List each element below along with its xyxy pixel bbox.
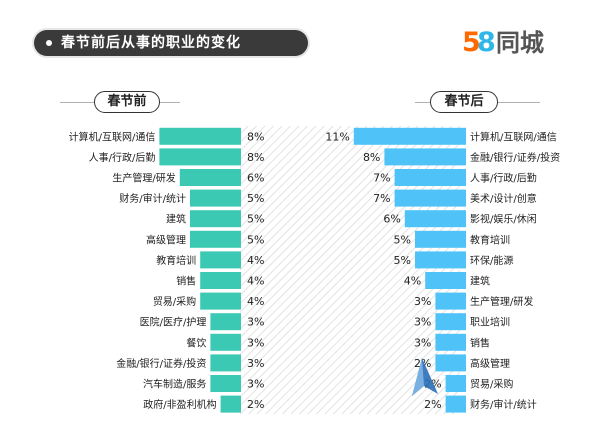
bullet-dot-icon — [46, 40, 52, 46]
after-value-label: 4% — [404, 275, 421, 288]
after-panel-bars: 11% 计算机/互联网/通信 8% 金融/银行/证券/投资 7% 人事/行政/后勤 7% 美术… — [325, 127, 560, 413]
after-bar — [404, 210, 466, 228]
before-category-label: 医院/医疗/护理 — [140, 316, 207, 329]
before-value-label: 3% — [247, 316, 264, 329]
chart-title: 春节前后从事的职业的变化 — [61, 35, 241, 51]
after-value-label: 7% — [373, 192, 390, 205]
before-category-label: 生产管理/研发 — [112, 172, 175, 185]
before-bar — [159, 127, 241, 145]
before-bar — [200, 251, 241, 269]
before-category-label: 人事/行政/后勤 — [89, 151, 156, 164]
before-bar — [220, 395, 241, 413]
before-category-label: 高级管理 — [146, 233, 186, 246]
logo-text: 同城 — [496, 29, 544, 57]
before-bar — [210, 354, 241, 372]
logo-number-eight: 8 — [477, 27, 496, 58]
after-bar — [394, 169, 466, 186]
before-value-label: 8% — [247, 130, 264, 143]
before-value-label: 4% — [247, 254, 264, 267]
before-bar — [210, 375, 241, 392]
after-value-label: 6% — [383, 213, 400, 226]
before-value-label: 4% — [247, 275, 264, 288]
after-category-label: 财务/审计/统计 — [470, 398, 537, 411]
after-category-label: 计算机/互联网/通信 — [470, 130, 557, 143]
before-category-label: 餐饮 — [186, 336, 206, 349]
before-value-label: 8% — [247, 151, 264, 164]
before-bar — [179, 169, 241, 186]
before-value-label: 5% — [247, 192, 264, 205]
before-value-label: 2% — [247, 398, 264, 411]
before-category-label: 计算机/互联网/通信 — [69, 130, 156, 143]
after-panel-header: 春节后 — [430, 91, 498, 113]
after-category-label: 美术/设计/创意 — [470, 192, 537, 205]
pointer-cursor-icon — [412, 358, 438, 396]
after-bar — [435, 313, 466, 331]
after-value-label: 3% — [414, 316, 431, 329]
after-category-label: 环保/能源 — [470, 254, 513, 267]
after-value-label: 7% — [373, 172, 390, 185]
after-bar — [353, 127, 466, 145]
after-bar — [435, 292, 466, 310]
before-value-label: 3% — [247, 336, 264, 349]
after-bar — [445, 375, 466, 392]
after-value-label: 2% — [424, 398, 441, 411]
before-panel-header: 春节前 — [94, 91, 160, 113]
after-value-label: 5% — [394, 254, 411, 267]
after-bar — [445, 395, 466, 413]
before-category-label: 建筑 — [166, 213, 186, 226]
before-bar — [200, 292, 241, 310]
before-category-label: 金融/银行/证券/投资 — [116, 357, 206, 370]
after-category-label: 影视/娱乐/休闲 — [470, 213, 537, 226]
before-bar — [190, 189, 241, 207]
after-value-label: 8% — [363, 151, 380, 164]
before-value-label: 4% — [247, 295, 264, 308]
after-category-label: 贸易/采购 — [470, 378, 513, 391]
after-category-label: 高级管理 — [470, 357, 510, 370]
after-bar — [415, 230, 466, 248]
after-bar — [435, 354, 466, 372]
after-category-label: 金融/银行/证券/投资 — [470, 151, 560, 164]
before-value-label: 3% — [247, 357, 264, 370]
after-value-label: 3% — [414, 336, 431, 349]
after-category-label: 人事/行政/后勤 — [470, 172, 537, 185]
before-bar — [210, 333, 241, 351]
before-value-label: 3% — [247, 378, 264, 391]
after-category-label: 销售 — [470, 336, 490, 349]
before-category-label: 教育培训 — [156, 254, 196, 267]
before-bar — [159, 148, 241, 166]
before-bar — [190, 210, 241, 228]
before-bar — [190, 230, 241, 248]
after-bar — [435, 333, 466, 351]
after-bar — [415, 251, 466, 269]
after-category-label: 生产管理/研发 — [470, 295, 533, 308]
after-category-label: 建筑 — [470, 275, 490, 288]
after-bar — [425, 272, 466, 289]
before-panel-bars: 计算机/互联网/通信 8% 人事/行政/后勤 8% 生产管理/研发 6% 财务/审计/统计 5… — [69, 127, 264, 413]
before-category-label: 汽车制造/服务 — [143, 378, 206, 391]
after-value-label: 3% — [414, 295, 431, 308]
after-bar — [384, 148, 466, 166]
before-category-label: 销售 — [176, 275, 196, 288]
before-value-label: 6% — [247, 172, 264, 185]
before-bar — [200, 272, 241, 289]
after-category-label: 教育培训 — [470, 233, 510, 246]
before-category-label: 贸易/采购 — [153, 295, 196, 308]
before-category-label: 财务/审计/统计 — [119, 192, 186, 205]
after-value-label: 11% — [325, 130, 349, 143]
after-category-label: 职业培训 — [470, 316, 510, 329]
after-bar — [394, 189, 466, 207]
before-value-label: 5% — [247, 233, 264, 246]
logo-number-five: 5 — [462, 27, 481, 58]
before-bar — [210, 313, 241, 331]
chart-title-banner: 春节前后从事的职业的变化 — [34, 30, 308, 56]
after-value-label: 5% — [394, 233, 411, 246]
before-value-label: 5% — [247, 213, 264, 226]
before-category-label: 政府/非盈利机构 — [143, 398, 216, 411]
